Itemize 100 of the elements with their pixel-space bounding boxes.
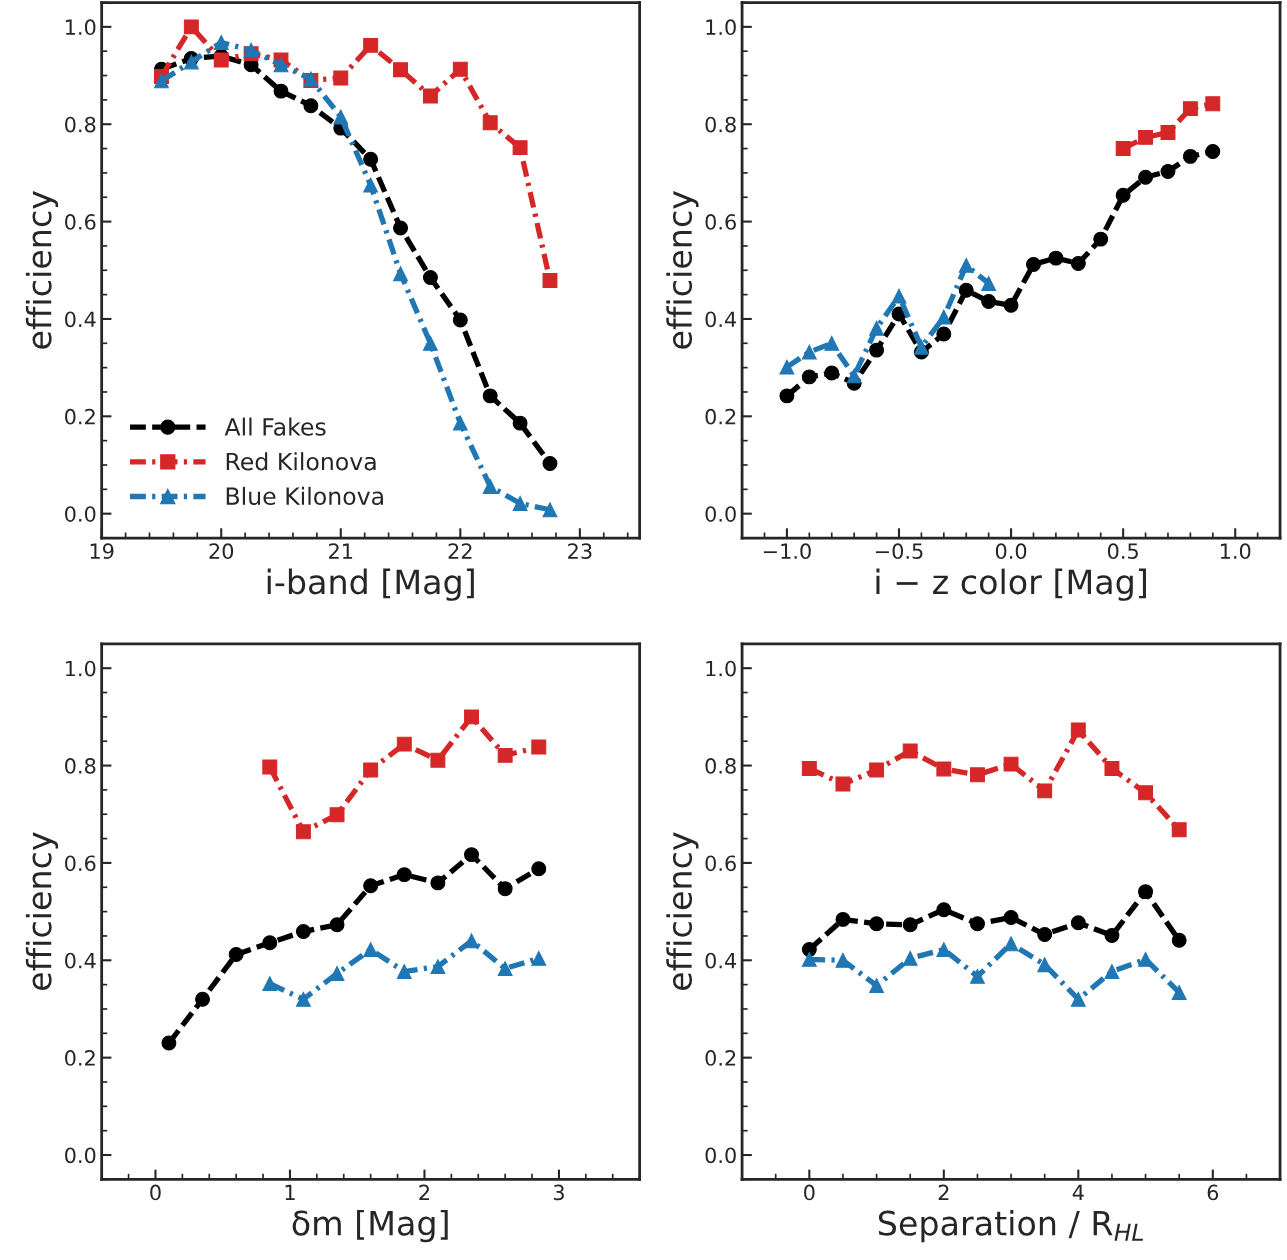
- point: [779, 388, 795, 404]
- y-tick-label: 0.4: [705, 952, 737, 969]
- y-tick-label: 0.2: [705, 1050, 736, 1066]
- point: [396, 736, 412, 752]
- point: [1205, 144, 1221, 159]
- legend-label: All Fakes: [224, 417, 326, 436]
- point: [801, 951, 817, 967]
- point: [228, 946, 244, 962]
- point: [161, 1035, 177, 1051]
- point: [243, 42, 259, 58]
- point: [1182, 148, 1198, 164]
- point: [1171, 932, 1187, 948]
- x-axis-title: i − z color [Mag]: [876, 568, 1146, 601]
- point: [801, 344, 817, 360]
- point: [393, 220, 409, 236]
- point: [497, 961, 513, 977]
- point: [531, 861, 547, 877]
- point: [936, 761, 952, 777]
- point: [452, 312, 468, 328]
- x-tick-label: −1.0: [763, 543, 811, 560]
- point: [801, 761, 817, 776]
- point: [1138, 785, 1154, 801]
- point: [393, 62, 409, 78]
- point: [1138, 169, 1154, 185]
- y-tick-label: 0.4: [65, 311, 96, 328]
- point: [262, 935, 278, 951]
- point: [824, 335, 840, 351]
- point: [1070, 915, 1086, 931]
- point: [1003, 297, 1019, 313]
- point: [329, 917, 345, 933]
- point: [542, 273, 558, 288]
- point: [295, 824, 311, 840]
- point: [981, 275, 997, 291]
- point: [396, 867, 412, 883]
- point: [1037, 783, 1053, 799]
- point: [195, 991, 211, 1007]
- point: [981, 293, 997, 309]
- point: [869, 342, 885, 358]
- point: [779, 359, 795, 375]
- point: [363, 942, 379, 958]
- y-tick-label: 1.0: [65, 660, 96, 677]
- point: [153, 73, 169, 89]
- point: [531, 950, 547, 966]
- point: [1093, 231, 1109, 247]
- point: [329, 965, 345, 981]
- x-axis-title: δm [Mag]: [292, 1209, 448, 1243]
- y-tick-label: 1.0: [706, 19, 736, 36]
- point: [183, 54, 199, 70]
- point: [846, 368, 862, 384]
- point: [329, 807, 345, 823]
- point: [869, 978, 885, 994]
- point: [835, 911, 851, 927]
- y-axis-title: efficiency: [25, 832, 59, 991]
- x-tick-label: 3: [553, 1184, 564, 1201]
- point: [1104, 964, 1120, 979]
- point: [1138, 884, 1154, 900]
- point: [1138, 129, 1154, 145]
- point: [1026, 256, 1041, 272]
- point: [936, 326, 952, 342]
- point: [902, 917, 918, 933]
- point: [869, 916, 885, 932]
- y-axis-title: efficiency: [666, 832, 699, 991]
- point: [969, 767, 985, 783]
- y-tick-label: 0.8: [65, 116, 96, 133]
- point: [295, 991, 311, 1007]
- x-tick-label: 0.5: [1107, 543, 1138, 560]
- point: [1048, 250, 1064, 266]
- point: [363, 37, 379, 53]
- point: [452, 61, 468, 77]
- point: [512, 415, 528, 431]
- point: [213, 34, 229, 50]
- point: [363, 878, 379, 894]
- y-tick-label: 0.0: [65, 1147, 96, 1164]
- point: [1070, 722, 1086, 738]
- point: [430, 752, 446, 768]
- point: [273, 57, 289, 73]
- point: [1160, 163, 1176, 179]
- point: [869, 320, 885, 336]
- point: [430, 959, 446, 975]
- point: [1003, 936, 1019, 952]
- x-axis-title: i-band [Mag]: [267, 568, 474, 601]
- y-tick-label: 0.8: [65, 758, 96, 774]
- x-tick-label: 20: [209, 543, 234, 560]
- point: [183, 19, 199, 35]
- point: [333, 70, 349, 86]
- point: [422, 88, 438, 104]
- x-tick-label: 0: [804, 1184, 815, 1201]
- point: [482, 388, 498, 404]
- point: [422, 335, 438, 351]
- point: [512, 495, 528, 511]
- x-tick-label: 2: [419, 1184, 429, 1201]
- point: [1003, 909, 1019, 925]
- point: [262, 976, 278, 992]
- legend-label: Blue Kilonova: [226, 486, 383, 506]
- point: [1171, 822, 1187, 838]
- point: [958, 257, 974, 273]
- y-tick-label: 1.0: [65, 19, 96, 36]
- y-axis-title: efficiency: [25, 191, 59, 349]
- point: [396, 964, 412, 979]
- point: [482, 115, 498, 131]
